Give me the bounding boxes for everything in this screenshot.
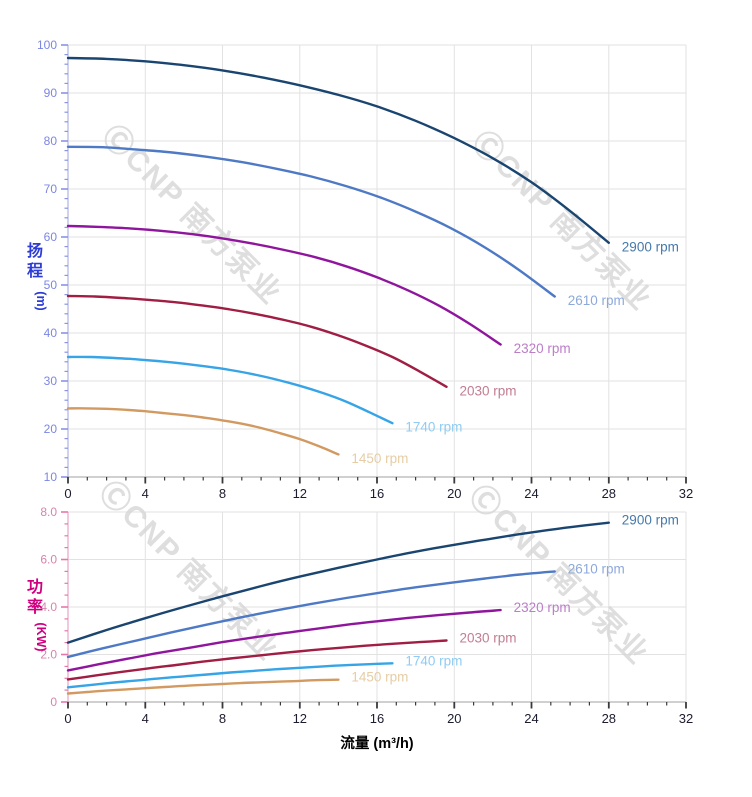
x-axis-tick-label: 16 <box>370 711 384 726</box>
curve-2320-rpm <box>66 224 502 346</box>
y-axis-tick-label: 30 <box>44 374 58 388</box>
curve-label-2900-rpm: 2900 rpm <box>622 239 679 254</box>
y-axis-tick-label: 4.0 <box>40 600 57 614</box>
x-axis-tick-label: 4 <box>142 711 149 726</box>
curve-1740-rpm <box>66 662 394 689</box>
charts-group: ⒸCNP 南方泵业 ⒸCNP 南方泵业1020304050607080901000… <box>27 38 693 726</box>
y-axis-tick-label: 40 <box>44 326 58 340</box>
y-axis-title-unit: (m) <box>34 291 48 310</box>
watermark-cnp-logo-text: ⒸCNP 南方泵业 <box>93 474 286 667</box>
x-axis-tick-label: 24 <box>524 711 538 726</box>
x-axis-tick-label: 0 <box>64 711 71 726</box>
y-axis-tick-label: 20 <box>44 422 58 436</box>
x-axis-tick-label: 32 <box>679 711 693 726</box>
curve-label-2610-rpm: 2610 rpm <box>568 561 625 576</box>
curve-label-2610-rpm: 2610 rpm <box>568 293 625 308</box>
x-axis-tick-label: 4 <box>142 486 149 501</box>
x-axis-tick-label: 20 <box>447 486 461 501</box>
curve-2900-rpm <box>66 56 610 244</box>
x-axis-tick-label: 12 <box>293 711 307 726</box>
curve-1450-rpm <box>66 678 340 695</box>
x-axis-tick-label: 8 <box>219 711 226 726</box>
watermark-cnp-logo-text: ⒸCNP 南方泵业 <box>466 124 659 317</box>
curve-2030-rpm <box>66 639 448 681</box>
x-axis-ticks-group: 0 4 8 12 16 20 24 28 32 <box>64 477 693 501</box>
y-axis-title-char: 程 <box>27 262 43 280</box>
gridlines-group <box>68 44 687 477</box>
curve-label-1740-rpm: 1740 rpm <box>405 653 462 668</box>
x-axis-tick-label: 32 <box>679 486 693 501</box>
curve-label-2030-rpm: 2030 rpm <box>460 383 517 398</box>
curve-label-1450-rpm: 1450 rpm <box>351 670 408 685</box>
y-axis-tick-label: 70 <box>44 182 58 196</box>
x-axis-tick-label: 28 <box>602 486 616 501</box>
y-axis-title-group: 功率 (KW) <box>27 578 48 652</box>
curve-2610-rpm <box>66 145 556 298</box>
x-axis-tick-label: 12 <box>293 486 307 501</box>
y-axis-title-char: 功 <box>27 578 43 596</box>
y-axis-tick-label: 100 <box>37 38 57 52</box>
curve-label-1450-rpm: 1450 rpm <box>351 451 408 466</box>
x-axis-tick-label: 0 <box>64 486 71 501</box>
curve-2610-rpm <box>66 570 556 659</box>
x-axis-tick-label: 16 <box>370 486 384 501</box>
chart-head: ⒸCNP 南方泵业 ⒸCNP 南方泵业1020304050607080901000… <box>27 38 693 501</box>
curve-label-2320-rpm: 2320 rpm <box>514 600 571 615</box>
curve-1450-rpm <box>66 407 340 456</box>
y-axis-tick-label: 2.0 <box>40 648 57 662</box>
curve-2030-rpm <box>66 294 448 388</box>
y-axis-tick-label: 80 <box>44 134 58 148</box>
y-axis-tick-label: 10 <box>44 470 58 484</box>
curve-2320-rpm <box>66 608 502 672</box>
y-axis-tick-label: 90 <box>44 86 58 100</box>
x-axis-tick-label: 8 <box>219 486 226 501</box>
x-axis-title: 流量 (m³/h) <box>340 734 413 752</box>
y-axis-tick-label: 6.0 <box>40 553 57 567</box>
y-axis-title-char: 扬 <box>27 241 43 260</box>
y-axis-ticks-group: 0 2.0 4.0 6.0 8.0 <box>40 505 68 709</box>
y-axis-tick-label: 8.0 <box>40 505 57 519</box>
y-axis-title-unit: (KW) <box>34 622 48 651</box>
y-axis-title-group: 扬程 (m) <box>27 241 48 311</box>
x-axis-tick-label: 24 <box>524 486 538 501</box>
watermark-cnp-logo-text: ⒸCNP 南方泵业 <box>96 118 289 311</box>
curve-label-2320-rpm: 2320 rpm <box>514 341 571 356</box>
x-axis-ticks-group: 0 4 8 12 16 20 24 28 32 <box>64 702 693 726</box>
curve-label-2030-rpm: 2030 rpm <box>460 631 517 646</box>
curve-2900-rpm <box>66 521 610 644</box>
curve-label-1740-rpm: 1740 rpm <box>405 420 462 435</box>
y-axis-tick-label: 0 <box>50 695 57 709</box>
y-axis-title-char: 率 <box>27 597 43 616</box>
x-axis-tick-label: 28 <box>602 711 616 726</box>
x-axis-tick-label: 20 <box>447 711 461 726</box>
y-axis-ticks-group: 10 20 30 40 50 60 70 80 90 100 <box>37 38 68 484</box>
y-axis-tick-label: 60 <box>44 230 58 244</box>
curve-1740-rpm <box>66 355 394 425</box>
curve-label-2900-rpm: 2900 rpm <box>622 513 679 528</box>
y-axis-tick-label: 50 <box>44 278 58 292</box>
